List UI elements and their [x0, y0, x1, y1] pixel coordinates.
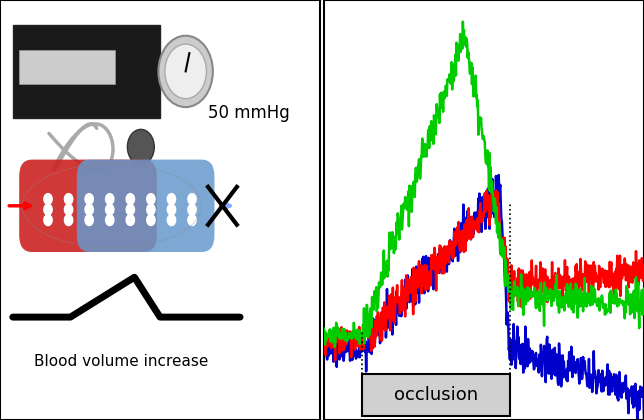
Circle shape — [106, 204, 114, 215]
Circle shape — [128, 129, 155, 165]
Circle shape — [44, 215, 52, 226]
Text: Blood volume increase: Blood volume increase — [34, 354, 209, 369]
Circle shape — [147, 194, 155, 205]
Circle shape — [106, 194, 114, 205]
FancyBboxPatch shape — [77, 160, 214, 252]
Circle shape — [158, 36, 213, 107]
Circle shape — [167, 194, 176, 205]
Circle shape — [64, 204, 73, 215]
Circle shape — [188, 204, 196, 215]
Circle shape — [85, 215, 93, 226]
Circle shape — [167, 215, 176, 226]
Circle shape — [64, 194, 73, 205]
Circle shape — [147, 204, 155, 215]
Circle shape — [188, 215, 196, 226]
Circle shape — [126, 194, 135, 205]
Circle shape — [126, 215, 135, 226]
Circle shape — [126, 204, 135, 215]
Circle shape — [165, 44, 207, 99]
Circle shape — [44, 194, 52, 205]
Circle shape — [167, 204, 176, 215]
Bar — [19, 50, 115, 84]
Circle shape — [85, 204, 93, 215]
Circle shape — [106, 215, 114, 226]
Circle shape — [64, 215, 73, 226]
Text: 50 mmHg: 50 mmHg — [208, 105, 290, 122]
FancyBboxPatch shape — [19, 160, 157, 252]
Circle shape — [44, 204, 52, 215]
Bar — [363, 374, 509, 416]
Bar — [13, 25, 160, 118]
Circle shape — [147, 215, 155, 226]
Circle shape — [85, 194, 93, 205]
Text: occlusion: occlusion — [394, 386, 478, 404]
Circle shape — [188, 194, 196, 205]
